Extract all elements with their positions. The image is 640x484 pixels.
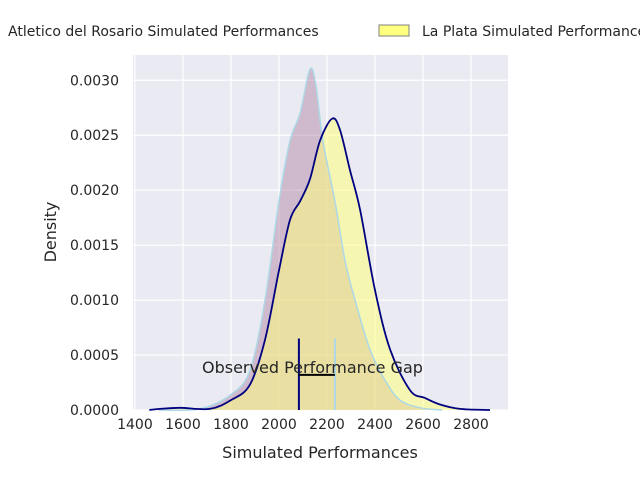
density-area-la-plata xyxy=(149,118,490,410)
x-tick-label: 1400 xyxy=(117,417,153,433)
x-axis-label: Simulated Performances xyxy=(222,443,418,462)
legend: Atletico del Rosario Simulated Performan… xyxy=(8,24,640,40)
legend-swatch-la-plata xyxy=(378,24,410,37)
y-tick-label: 0.0010 xyxy=(70,293,119,309)
y-tick-label: 0.0015 xyxy=(70,238,119,254)
y-tick-label: 0.0000 xyxy=(70,403,119,419)
y-axis-label: Density xyxy=(41,202,60,263)
density-line-atletico xyxy=(158,67,443,412)
x-tick-label: 2600 xyxy=(405,417,441,433)
y-tick-label: 0.0005 xyxy=(70,348,119,364)
x-tick-label: 2200 xyxy=(309,417,345,433)
y-tick-label: 0.0020 xyxy=(70,183,119,199)
annotation-text: Observed Performance Gap xyxy=(202,358,423,377)
x-tick-label: 1800 xyxy=(213,417,249,433)
y-tick-label: 0.0030 xyxy=(70,73,119,89)
x-tick-label: 2000 xyxy=(261,417,297,433)
x-tick-label: 1600 xyxy=(165,417,201,433)
legend-label-atletico: Atletico del Rosario Simulated Performan… xyxy=(8,24,319,40)
x-tick-label: 2400 xyxy=(357,417,393,433)
y-tick-label: 0.0025 xyxy=(70,128,119,144)
legend-label-la-plata: La Plata Simulated Performances xyxy=(422,24,640,40)
density-line-la-plata xyxy=(149,117,491,411)
x-tick-label: 2800 xyxy=(453,417,489,433)
